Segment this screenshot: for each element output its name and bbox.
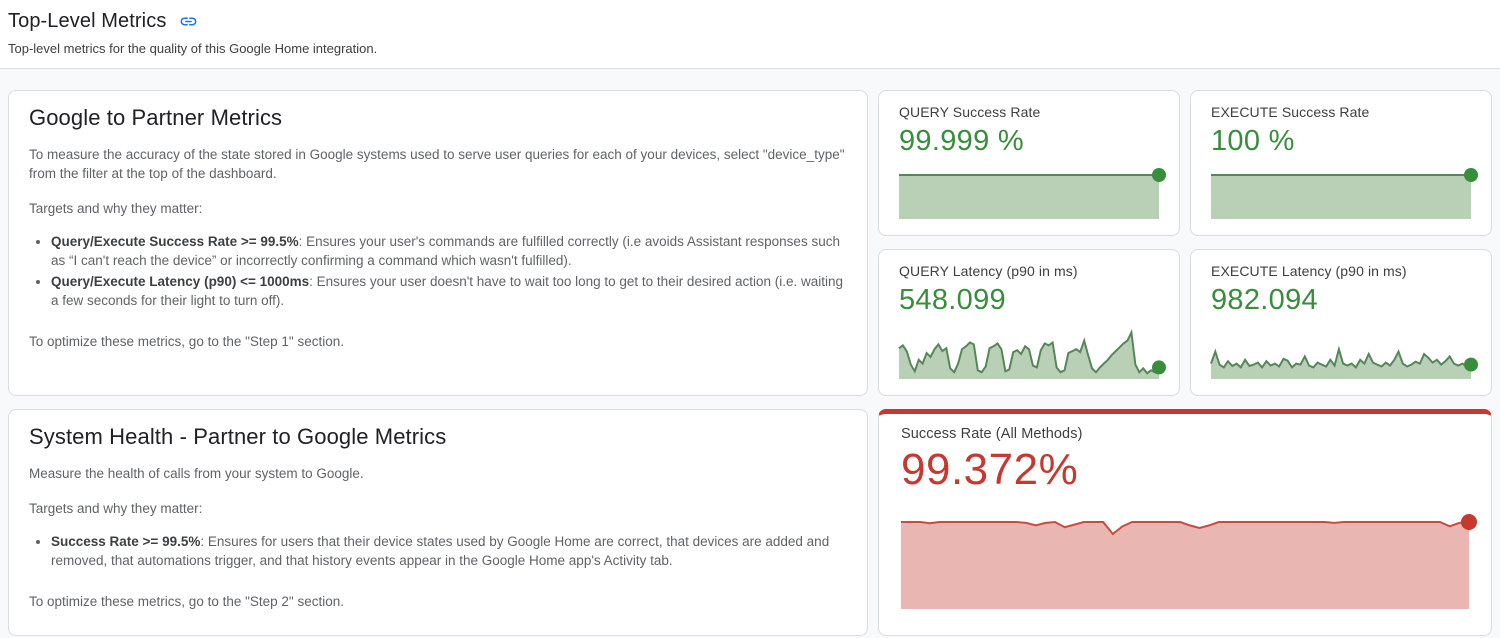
bullet-item: Query/Execute Success Rate >= 99.5%: Ens…: [51, 232, 847, 270]
targets-label: Targets and why they matter:: [29, 501, 203, 516]
card-footer-text: To optimize these metrics, go to the "St…: [29, 594, 344, 609]
bullet-item: Success Rate >= 99.5%: Ensures for users…: [51, 532, 847, 570]
success-rate-all-methods-card: Success Rate (All Methods) 99.372%: [878, 409, 1492, 636]
card-intro-text: Measure the health of calls from your sy…: [29, 466, 364, 481]
card-intro-text: To measure the accuracy of the state sto…: [29, 147, 845, 181]
card-footer-text: To optimize these metrics, go to the "St…: [29, 334, 344, 349]
card-title: Google to Partner Metrics: [29, 105, 283, 130]
success-rate-all-methods-sparkline: [901, 514, 1477, 609]
google-to-partner-card: Google to Partner Metrics To measure the…: [8, 90, 868, 396]
target-bullet-list: Query/Execute Success Rate >= 99.5%: Ens…: [29, 232, 847, 310]
query-success-sparkline: [899, 168, 1166, 219]
system-health-card: System Health - Partner to Google Metric…: [8, 409, 868, 636]
dashboard-body: Google to Partner Metrics To measure the…: [0, 69, 1500, 638]
metric-title: EXECUTE Success Rate: [1211, 104, 1370, 120]
anchor-link-icon[interactable]: [178, 11, 198, 31]
bullet-item: Query/Execute Latency (p90) <= 1000ms: E…: [51, 272, 847, 310]
metrics-grid: Google to Partner Metrics To measure the…: [8, 90, 1492, 636]
metric-value: 548.099: [899, 284, 1006, 316]
execute-success-rate-card: EXECUTE Success Rate 100 %: [1190, 90, 1492, 236]
execute-latency-sparkline: [1210, 329, 1478, 379]
query-latency-card: QUERY Latency (p90 in ms) 548.099: [878, 249, 1180, 396]
link-icon: [180, 17, 197, 25]
page-header: Top-Level Metrics Top-level metrics for …: [0, 0, 1500, 69]
query-latency-sparkline: [898, 328, 1166, 379]
metric-value: 100 %: [1211, 125, 1295, 157]
metric-value: 99.999 %: [899, 125, 1024, 157]
execute-success-sparkline: [1211, 168, 1478, 219]
metric-title: EXECUTE Latency (p90 in ms): [1211, 263, 1407, 279]
page-subtitle: Top-level metrics for the quality of thi…: [8, 41, 378, 56]
query-success-rate-card: QUERY Success Rate 99.999 %: [878, 90, 1180, 236]
targets-label: Targets and why they matter:: [29, 201, 203, 216]
metric-title: QUERY Latency (p90 in ms): [899, 263, 1078, 279]
page-title: Top-Level Metrics: [8, 9, 167, 32]
metric-value: 982.094: [1211, 284, 1318, 316]
target-bullet-list: Success Rate >= 99.5%: Ensures for users…: [29, 532, 847, 570]
execute-latency-card: EXECUTE Latency (p90 in ms) 982.094: [1190, 249, 1492, 396]
metric-title: QUERY Success Rate: [899, 104, 1041, 120]
metric-value: 99.372%: [901, 445, 1079, 494]
card-title: System Health - Partner to Google Metric…: [29, 424, 447, 449]
metric-title: Success Rate (All Methods): [901, 426, 1083, 442]
